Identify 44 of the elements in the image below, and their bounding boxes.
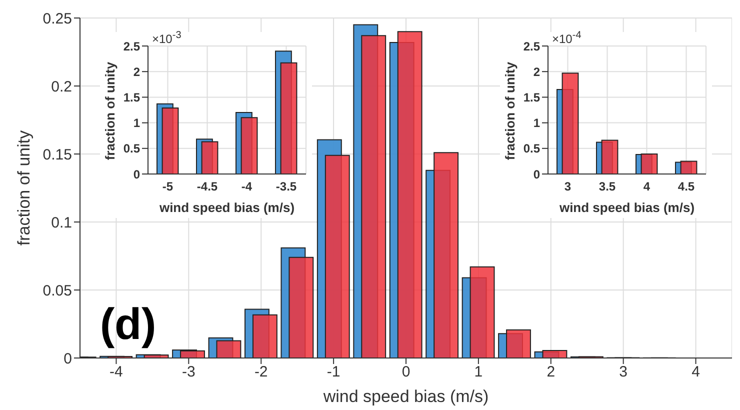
y-tick-label: 0.2 <box>51 78 72 96</box>
y-tick-label: 1.5 <box>123 90 140 104</box>
annotation: ×10$^{-4}$ <box>552 30 582 46</box>
y-tick-label: 0.05 <box>42 282 72 300</box>
x-axis-title: wind speed bias (m/s) <box>158 200 295 215</box>
y-tick-label: 2 <box>133 64 140 79</box>
y-tick-label: 0 <box>133 167 140 182</box>
y-axis-title: fraction of unity <box>502 61 518 160</box>
x-tick-label: 1 <box>474 364 483 381</box>
y-tick-label: 0.25 <box>42 10 72 28</box>
annotation: (d) <box>100 300 156 350</box>
annotation: ×10$^{-3}$ <box>152 30 182 46</box>
x-tick-label: 2 <box>546 364 556 381</box>
y-tick-label: 0 <box>533 167 540 182</box>
y-tick-label: 2 <box>533 64 540 79</box>
x-tick-label: 4 <box>643 180 650 194</box>
y-tick-label: 1.5 <box>523 90 540 104</box>
x-tick-label: -2 <box>254 364 268 381</box>
x-tick-label: -4 <box>110 364 123 381</box>
y-tick-label: 2.5 <box>523 39 540 54</box>
x-tick-label: 4 <box>692 364 700 381</box>
y-tick-label: 0.15 <box>42 146 72 164</box>
x-tick-label: 0 <box>402 364 410 381</box>
y-tick-label: 0.5 <box>123 142 140 156</box>
y-axis-title: fraction of unity <box>14 130 34 246</box>
x-tick-label: 3 <box>619 364 628 381</box>
y-axis-title: fraction of unity <box>102 61 118 160</box>
y-tick-label: 0.5 <box>523 142 540 156</box>
x-tick-label: -1 <box>326 364 340 381</box>
y-tick-label: 2.5 <box>123 39 140 54</box>
x-tick-label: -4.5 <box>196 180 218 194</box>
x-axis-title: wind speed bias (m/s) <box>322 387 489 406</box>
x-tick-label: -3 <box>182 364 196 381</box>
x-axis-title: wind speed bias (m/s) <box>558 200 695 215</box>
y-tick-label: 1 <box>133 116 140 130</box>
x-tick-label: 3.5 <box>598 180 616 194</box>
x-tick-label: -3.5 <box>276 180 297 194</box>
y-tick-label: 0 <box>64 350 72 368</box>
x-tick-label: -4 <box>241 180 252 194</box>
x-tick-label: 4.5 <box>678 180 695 194</box>
y-tick-label: 0.1 <box>51 214 72 232</box>
y-tick-label: 1 <box>533 116 540 130</box>
x-tick-label: 3 <box>564 180 572 194</box>
x-tick-label: -5 <box>162 180 174 194</box>
